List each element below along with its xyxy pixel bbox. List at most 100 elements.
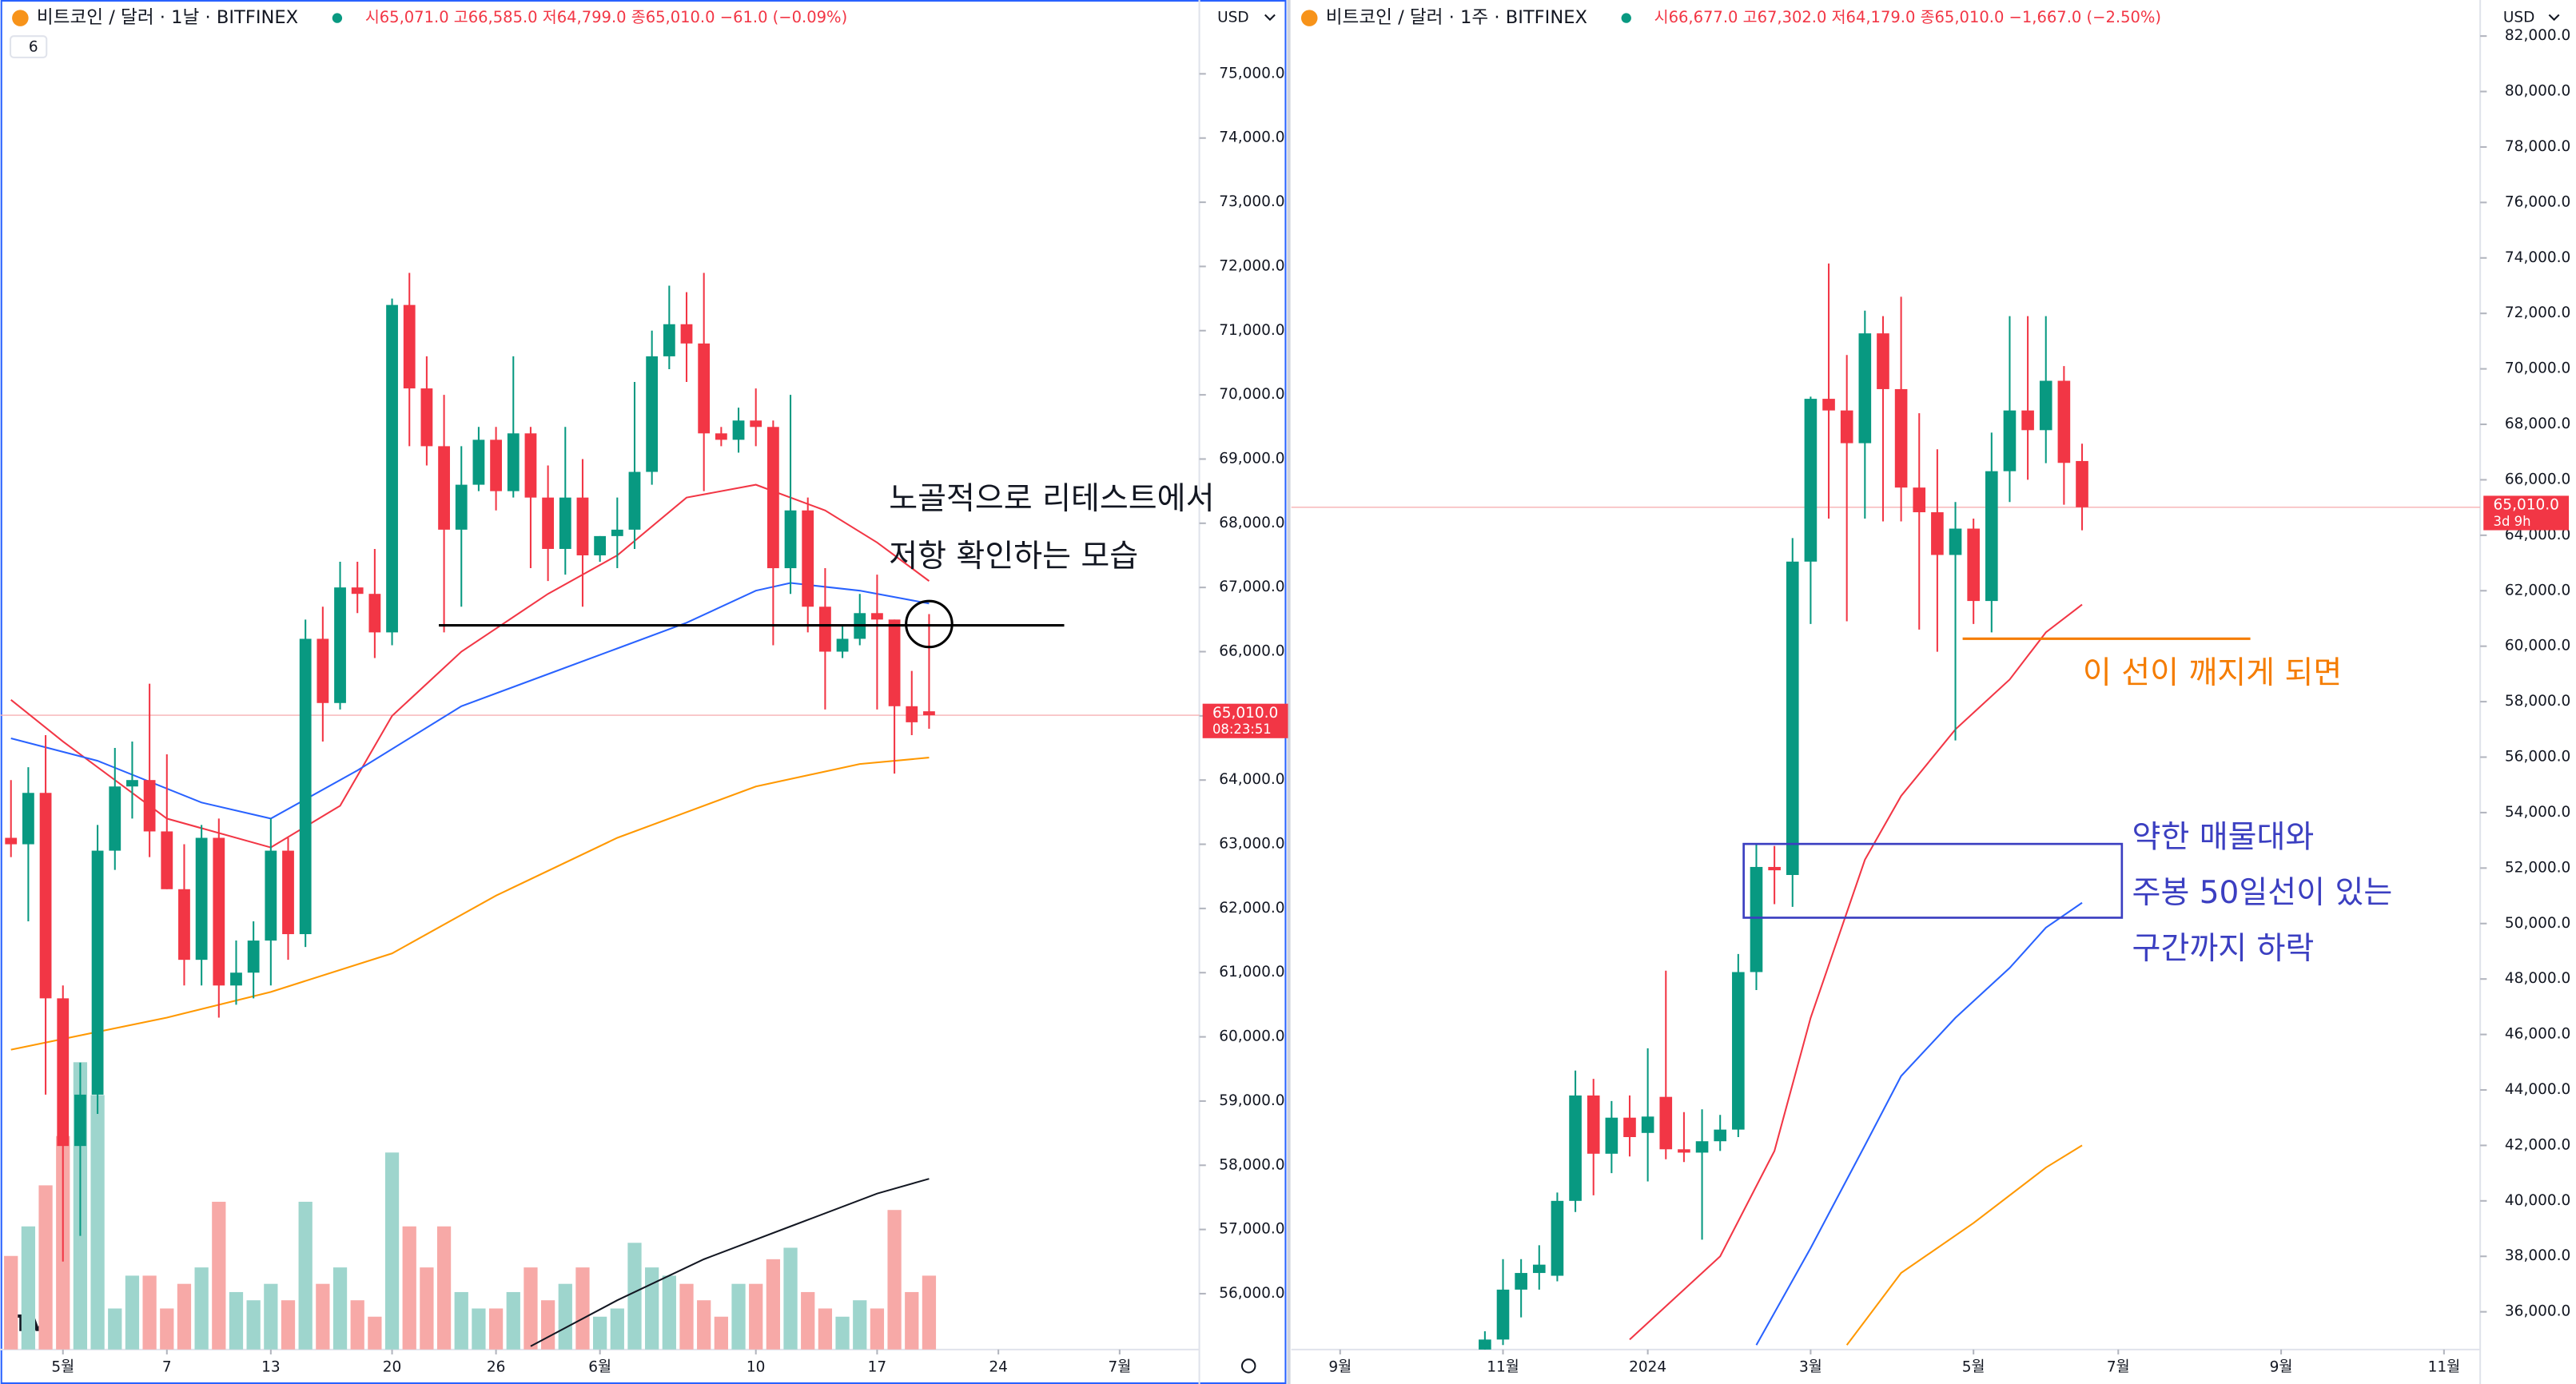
annotation-text: 구간까지 하락 xyxy=(2132,931,2315,967)
candle-body xyxy=(1641,1116,1654,1133)
symbol-title[interactable]: 비트코인 / 달러 · 1날 · BITFINEX xyxy=(37,7,298,28)
y-tick-label: 66,000.0 xyxy=(1219,643,1284,660)
candle-body xyxy=(230,972,242,986)
last-price-badge xyxy=(1202,703,1288,738)
y-tick-label: 73,000.0 xyxy=(1219,193,1284,210)
candle-body xyxy=(1786,561,1799,876)
y-tick-label: 63,000.0 xyxy=(1219,836,1284,853)
moving-average-line xyxy=(1755,901,2083,1346)
volume-bar xyxy=(21,1226,36,1350)
y-tick-label: 59,000.0 xyxy=(1219,1092,1284,1109)
candle-body xyxy=(542,497,555,549)
volume-bar xyxy=(835,1316,850,1350)
x-tick-label: 5월 xyxy=(51,1358,74,1375)
indicator-toggle[interactable] xyxy=(10,35,48,58)
y-tick-label: 46,000.0 xyxy=(2505,1026,2570,1043)
candle-body xyxy=(819,606,831,652)
volume-bar xyxy=(488,1308,504,1350)
y-tick-label: 66,000.0 xyxy=(2505,471,2570,487)
y-tick-label: 56,000.0 xyxy=(2505,749,2570,766)
settings-icon[interactable] xyxy=(1240,1358,1256,1374)
candle-body xyxy=(698,343,711,434)
volume-bar xyxy=(506,1291,520,1350)
x-tick-label: 3월 xyxy=(1799,1358,1822,1375)
candle-body xyxy=(715,433,727,440)
y-tick-label: 76,000.0 xyxy=(2505,193,2570,210)
y-tick-label: 68,000.0 xyxy=(1219,515,1284,531)
y-tick-label: 69,000.0 xyxy=(1219,450,1284,467)
volume-bar xyxy=(177,1283,192,1350)
volume-bar xyxy=(436,1226,452,1350)
candle-body xyxy=(1913,487,1926,513)
plot-area xyxy=(1291,263,2481,1350)
annotation-text: 이 선이 깨지게 되면 xyxy=(2083,655,2342,691)
candle-body xyxy=(1623,1117,1636,1137)
y-tick-label: 80,000.0 xyxy=(2505,83,2570,100)
volume-bar xyxy=(697,1300,711,1350)
coin-icon xyxy=(1300,10,1318,26)
indicator-count[interactable]: 6 xyxy=(29,39,38,56)
candle-body xyxy=(2076,460,2088,507)
countdown-label: 08:23:51 xyxy=(1212,722,1272,737)
candle-body xyxy=(1768,866,1781,871)
volume-bar xyxy=(298,1201,313,1350)
y-tick-label: 68,000.0 xyxy=(2505,416,2570,432)
volume-bar xyxy=(142,1275,157,1350)
y-tick-label: 62,000.0 xyxy=(2505,582,2570,599)
x-tick-label: 7 xyxy=(162,1358,172,1375)
countdown-label: 3d 9h xyxy=(2494,514,2531,529)
candle-body xyxy=(109,786,121,851)
x-tick-label: 11월 xyxy=(1487,1358,1519,1375)
plot-area xyxy=(0,272,1200,1350)
volume-ma-line xyxy=(530,1178,930,1347)
volume-bar xyxy=(905,1291,919,1350)
status-dot xyxy=(332,13,343,23)
x-tick-label: 7월 xyxy=(1108,1358,1131,1375)
y-tick-label: 58,000.0 xyxy=(1219,1156,1284,1173)
candle-body xyxy=(490,439,502,491)
candle-body xyxy=(1695,1141,1709,1153)
y-tick-label: 70,000.0 xyxy=(2505,360,2570,377)
candle-body xyxy=(334,587,346,703)
volume-bar xyxy=(853,1300,867,1350)
volume-bar xyxy=(610,1308,624,1350)
volume-bar xyxy=(90,1095,105,1350)
symbol-title[interactable]: 비트코인 / 달러 · 1주 · BITFINEX xyxy=(1326,7,1587,28)
volume-bar xyxy=(125,1275,140,1350)
y-tick-label: 38,000.0 xyxy=(2505,1247,2570,1264)
y-tick-label: 61,000.0 xyxy=(1219,964,1284,980)
candle-body xyxy=(802,510,814,607)
volume-bar xyxy=(194,1267,209,1350)
y-tick-label: 42,000.0 xyxy=(2505,1136,2570,1153)
candle-body xyxy=(126,780,138,787)
y-tick-label: 75,000.0 xyxy=(1219,65,1284,82)
volume-bar xyxy=(4,1255,18,1350)
candle-body xyxy=(1985,471,1998,602)
volume-bar xyxy=(160,1308,174,1350)
volume-bar xyxy=(783,1247,798,1350)
candle-body xyxy=(1840,410,1853,443)
candle-body xyxy=(507,433,520,491)
currency-selector[interactable]: USD xyxy=(1217,10,1249,26)
candle-body xyxy=(1949,528,1962,555)
y-tick-label: 78,000.0 xyxy=(2505,138,2570,155)
currency-selector[interactable]: USD xyxy=(2503,10,2535,26)
candle-body xyxy=(299,638,312,935)
volume-bar xyxy=(454,1291,468,1350)
x-tick-label: 10 xyxy=(747,1358,766,1375)
volume-bar xyxy=(575,1267,590,1350)
last-price-label: 65,010.0 xyxy=(1212,705,1278,722)
candle-body xyxy=(1877,333,1889,389)
candle-body xyxy=(247,941,260,973)
candle-body xyxy=(576,497,589,555)
candle-body xyxy=(2021,410,2034,431)
moving-average-line xyxy=(1629,603,2083,1341)
candle-body xyxy=(1732,972,1745,1130)
candle-body xyxy=(611,529,623,536)
volume-bar xyxy=(246,1300,261,1350)
volume-bar xyxy=(384,1152,400,1350)
volume-bar xyxy=(524,1267,538,1350)
candle-body xyxy=(1822,399,1835,411)
volume-bar xyxy=(229,1291,244,1350)
y-tick-label: 62,000.0 xyxy=(1219,900,1284,917)
